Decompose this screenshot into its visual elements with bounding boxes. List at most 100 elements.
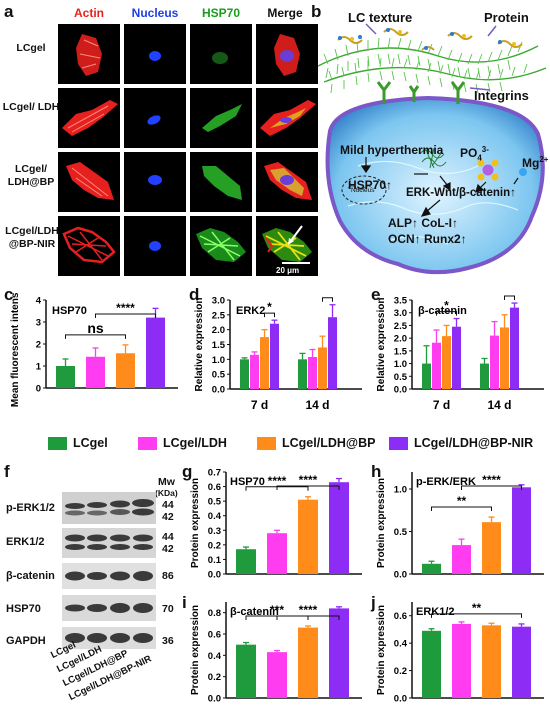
chart-g: 0.0 0.1 0.2 0.3 0.4 0.5 0.6 0.7 Protein expressi… (190, 468, 362, 581)
y-tick-label: 1.5 (394, 346, 408, 357)
y-tick-label: 1 (36, 362, 42, 373)
bar (452, 545, 471, 574)
bar (267, 652, 287, 698)
bar (116, 353, 135, 388)
bar (432, 342, 441, 389)
y-tick-label: 1.0 (394, 485, 407, 496)
micro-tile (256, 24, 318, 84)
ocn-runx2-label: OCN↑ Runx2↑ (388, 232, 467, 246)
x-tick-label: 7 d (251, 398, 268, 412)
chart-title: HSP70 (230, 476, 265, 488)
legend-swatch (138, 436, 157, 450)
mw-value: 70 (162, 603, 174, 615)
y-tick-label: 0.0 (212, 385, 225, 396)
row-label-lcgel: LCgel (16, 42, 46, 54)
bar (298, 627, 318, 698)
bar (490, 335, 499, 389)
blot-row-label: ERK1/2 (6, 536, 45, 548)
schematic-drawing (317, 23, 547, 275)
header-merge: Merge (267, 6, 303, 20)
y-axis-label: Relative expression (194, 298, 205, 392)
panel-label-d: d (189, 285, 200, 304)
chart-title: ERK1/2 (416, 606, 455, 618)
panel-label-a: a (4, 2, 14, 21)
bar (236, 644, 256, 698)
significance-label: * (325, 292, 330, 299)
y-axis-label: Protein expression (190, 478, 201, 568)
y-tick-label: 0.4 (394, 639, 408, 650)
header-hsp70: HSP70 (201, 6, 241, 20)
y-axis-label: Protein expression (190, 605, 201, 695)
significance-bracket (461, 485, 522, 490)
chart-title: β-catenin (230, 606, 279, 618)
micro-tile (58, 24, 120, 84)
y-tick-label: 0.8 (208, 608, 221, 619)
y-tick-label: 0.5 (394, 372, 408, 383)
y-tick-label: 2.5 (212, 310, 226, 321)
legend-item: LCgel (48, 436, 108, 450)
legend-item: LCgel/LDH@BP-NIR (389, 436, 533, 450)
legend-item: LCgel/LDH@BP (257, 436, 375, 450)
significance-label: * (444, 299, 449, 313)
significance-bracket (431, 506, 492, 512)
y-tick-label: 0 (36, 384, 41, 395)
significance-label: **** (482, 473, 501, 487)
row-label-lcgel-ldh: LCgel/ LDH (2, 101, 60, 113)
scale-bar-label: 20 μm (276, 266, 300, 275)
protein-label: Protein (484, 10, 529, 25)
micro-tile (190, 88, 252, 148)
x-tick-label: 7 d (433, 398, 450, 412)
panel-label-h: h (371, 462, 382, 481)
chart-i: 0.0 0.2 0.4 0.6 0.8 Protein expression β-caten… (190, 602, 362, 705)
y-axis-label: Protein expression (376, 605, 387, 695)
y-axis-label: Protein expression (376, 478, 387, 568)
significance-bracket (65, 334, 126, 339)
legend: LCgel LCgel/LDH LCgel/LDH@BP LCgel/LDH@B… (0, 434, 550, 454)
bar (328, 317, 337, 389)
bar (318, 347, 327, 389)
legend-swatch (257, 436, 276, 450)
schematic-panel: LC texture Protein Integrins Mild hypert… (317, 6, 550, 276)
po4-label: PO43- (460, 145, 489, 163)
y-tick-label: 3.0 (212, 296, 225, 307)
mw-value: 86 (162, 570, 174, 582)
bar (329, 482, 349, 574)
micro-tile (58, 216, 120, 276)
micro-tile (58, 88, 120, 148)
significance-label: **** (299, 473, 318, 487)
chart-j: 0.0 0.2 0.4 0.6 Protein expression ERK1/2 ** (376, 601, 544, 705)
significance-bracket (264, 312, 275, 318)
y-tick-label: 0.0 (208, 570, 221, 581)
significance-label: ns (87, 320, 104, 336)
bar (482, 625, 501, 698)
chart-title: ERK2 (236, 305, 265, 317)
legend-swatch (389, 436, 408, 450)
y-tick-label: 0.6 (208, 482, 221, 493)
significance-label: *** (270, 603, 284, 617)
y-tick-label: 0.6 (208, 630, 221, 641)
chart-title: β-catenin (418, 305, 467, 317)
y-tick-label: 2.0 (394, 334, 407, 345)
y-axis-label: Relative expression (376, 298, 387, 392)
legend-item: LCgel/LDH (138, 436, 227, 450)
significance-label: ** (472, 601, 482, 615)
y-tick-label: 0.1 (208, 555, 222, 566)
integrins-label: Integrins (474, 88, 529, 103)
micro-tile (256, 152, 318, 212)
micro-tile (124, 216, 186, 276)
bar (298, 359, 307, 389)
y-tick-label: 0.2 (208, 540, 221, 551)
micro-tile (124, 152, 186, 212)
y-tick-label: 0.2 (394, 666, 407, 677)
bar (482, 522, 501, 574)
bar (236, 549, 256, 574)
bar (422, 363, 431, 389)
micro-tile (190, 24, 252, 84)
y-tick-label: 4 (36, 296, 42, 307)
blot-row-label: β-catenin (6, 570, 55, 582)
bar (146, 317, 165, 388)
panel-label-i: i (182, 593, 187, 612)
y-tick-label: 1.0 (212, 355, 225, 366)
chart-e: 0.0 0.5 1.0 1.52.0 2.5 3.03.5 Relative express… (376, 292, 544, 412)
micro-tile (124, 88, 186, 148)
